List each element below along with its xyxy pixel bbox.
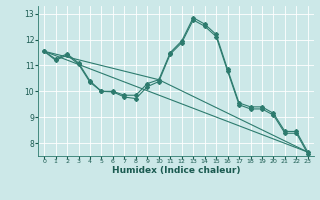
X-axis label: Humidex (Indice chaleur): Humidex (Indice chaleur) xyxy=(112,166,240,175)
